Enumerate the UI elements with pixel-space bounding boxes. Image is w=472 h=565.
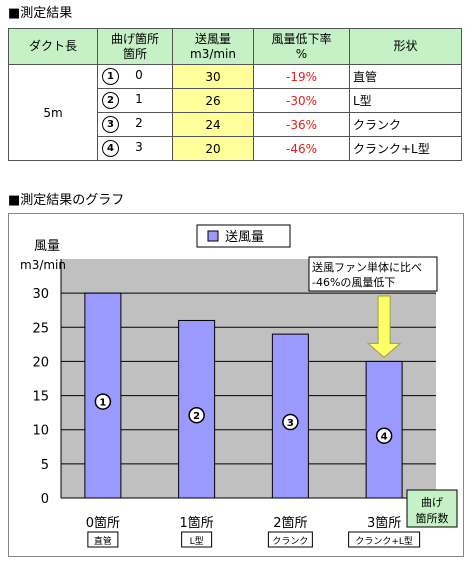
shape-cell: クランク (349, 112, 462, 137)
legend-swatch (207, 230, 219, 242)
y-tick-label: 30 (32, 287, 49, 302)
bar-mark-circle (94, 393, 112, 410)
drop-cell: -30% (253, 88, 350, 113)
y-axis-label: 風量 (34, 239, 60, 254)
bar-mark-label: 1 (99, 398, 106, 409)
y-axis-unit: m3/min (20, 258, 66, 272)
y-tick-label: 15 (32, 390, 49, 405)
header-drop-rate: 風量低下率% (253, 28, 350, 65)
annotation-arrow (366, 295, 402, 359)
y-tick-label: 25 (32, 321, 49, 336)
x-tick-label: 2箇所 (273, 515, 307, 531)
flow-cell: 20 (172, 136, 254, 161)
flow-cell: 26 (172, 88, 254, 113)
y-tick-label: 20 (32, 355, 49, 370)
drop-cell: -19% (253, 64, 350, 89)
bar-mark-circle (375, 427, 393, 444)
bar-mark-label: 3 (287, 418, 294, 429)
header-duct-length: ダクト長 (8, 28, 98, 65)
legend-label: 送風量 (225, 230, 264, 245)
circled-number-4: 4 (102, 140, 119, 157)
header-flow: 送風量 m3/min (172, 28, 254, 65)
x-axis-label-box (406, 489, 458, 528)
x-sublabel: クランク (272, 536, 308, 547)
shape-cell: 直管 (349, 64, 462, 89)
bar-mark-circle (188, 406, 205, 424)
x-sublabel-box (348, 531, 421, 548)
section-title-results: ■測定結果 (8, 6, 73, 21)
y-tick-label: 5 (41, 458, 49, 473)
circled-number-2: 2 (102, 92, 119, 109)
x-sublabel-box (181, 531, 213, 548)
chart-frame: 0 5 10 15 20 25 30 風量 m3/min 1 0箇所直管 2 1箇所 L型 3 2箇所クランク… (8, 213, 464, 557)
circled-number-3: 3 (102, 116, 119, 133)
bar-mark-circle (282, 413, 299, 431)
y-tick-label: 10 (32, 424, 49, 439)
duct-length-cell: 5m (8, 64, 98, 161)
x-tick-label: 0箇所 (86, 515, 120, 531)
x-sublabel: クランク+L型 (355, 536, 413, 547)
x-sublabel-box (267, 531, 313, 548)
header-shape: 形状 (349, 28, 462, 65)
x-sublabel: L型 (190, 536, 204, 547)
shape-cell: クランク+L型 (349, 136, 462, 161)
x-sublabel: 直管 (94, 535, 112, 547)
annotation-box (308, 256, 438, 292)
legend-box (196, 224, 291, 248)
flow-cell: 30 (172, 64, 254, 89)
x-tick-label: 3箇所 (367, 515, 401, 531)
bar-mark-label: 4 (381, 432, 388, 443)
y-tick-label: 0 (41, 492, 49, 507)
header-bends: 曲げ箇所 箇所 (97, 28, 173, 65)
circled-number-1: 1 (102, 68, 119, 85)
x-sublabel-box (87, 531, 119, 548)
section-title-graph: ■測定結果のグラフ (8, 193, 125, 208)
shape-cell: L型 (349, 88, 462, 113)
drop-cell: -46% (253, 136, 350, 161)
drop-cell: -36% (253, 112, 350, 137)
annotation-text: -46%の風量低下 (312, 276, 395, 289)
x-tick-label: 1箇所 (179, 515, 213, 531)
bar-mark-label: 2 (193, 411, 200, 422)
x-axis-label: 箇所数 (416, 511, 449, 525)
annotation-text: 送風ファン単体に比べ (312, 260, 422, 274)
flow-cell: 24 (172, 112, 254, 137)
x-axis-label: 曲げ (421, 496, 443, 509)
